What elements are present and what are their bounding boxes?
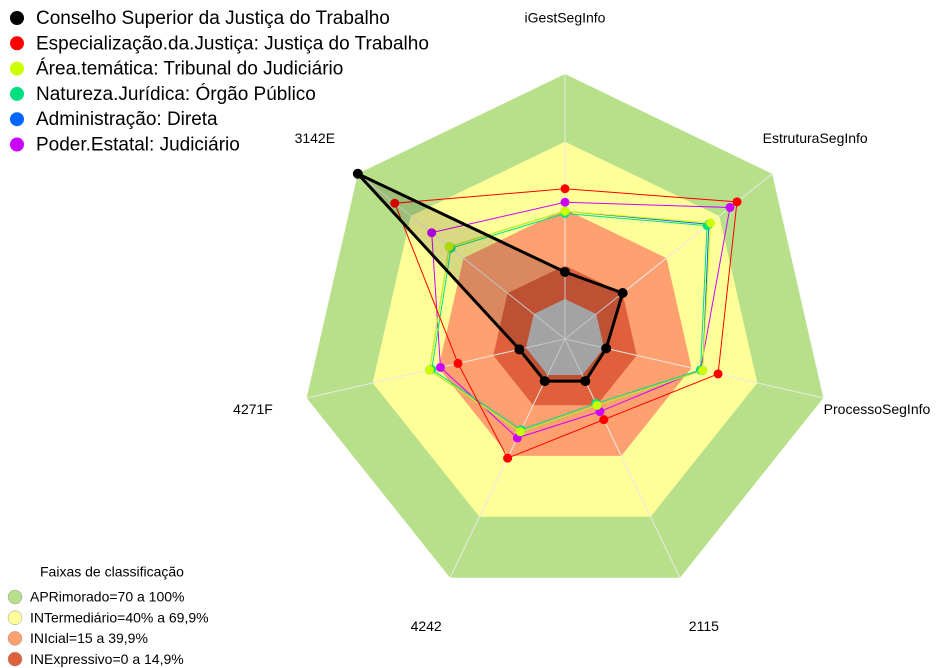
axis-label: 2115 bbox=[689, 618, 719, 634]
series-point bbox=[435, 362, 445, 372]
band-legend-label: INTermediário=40% a 69,9% bbox=[30, 609, 209, 625]
series-point bbox=[453, 358, 463, 368]
axis-label: EstruturaSegInfo bbox=[763, 130, 868, 146]
series-line bbox=[431, 212, 708, 431]
axis-label: 3142E bbox=[295, 130, 335, 146]
legend-marker bbox=[10, 112, 24, 127]
legend-label: Poder.Estatal: Judiciário bbox=[36, 135, 240, 156]
series-line bbox=[428, 210, 712, 433]
legend-marker bbox=[10, 11, 24, 25]
series-point bbox=[617, 288, 628, 299]
series-line bbox=[394, 188, 738, 459]
series-point bbox=[560, 184, 570, 194]
series-point bbox=[560, 267, 570, 277]
series-point bbox=[725, 202, 735, 212]
band-legend-label: INIcial=15 a 39,9% bbox=[30, 630, 148, 646]
series-point bbox=[560, 206, 570, 216]
legend-marker bbox=[10, 36, 24, 51]
series-point bbox=[352, 168, 363, 179]
series-point bbox=[514, 344, 525, 355]
series-point bbox=[427, 228, 437, 238]
series-point bbox=[732, 197, 742, 207]
series-point bbox=[601, 343, 612, 354]
legend-label: Especialização.da.Justiça: Justiça do Tr… bbox=[36, 33, 429, 54]
axis-label: iGestSegInfo bbox=[525, 10, 606, 26]
legend-label: Natureza.Jurídica: Órgão Público bbox=[36, 83, 316, 105]
series-point bbox=[515, 427, 525, 437]
series-point bbox=[698, 365, 708, 375]
legend-marker bbox=[10, 86, 24, 101]
band-legend-marker bbox=[7, 610, 23, 625]
series-point bbox=[599, 415, 609, 425]
band-legend-title: Faixas de classificação bbox=[40, 564, 184, 580]
series-point bbox=[424, 365, 434, 375]
series-point bbox=[713, 369, 723, 379]
legend-label: Área.temática: Tribunal do Judiciário bbox=[36, 59, 343, 80]
band-legend-marker bbox=[7, 631, 23, 646]
series-point bbox=[390, 198, 400, 208]
series-point bbox=[560, 197, 570, 207]
legend-label: Administração: Direta bbox=[36, 109, 218, 130]
band-legend-marker bbox=[7, 589, 23, 605]
legend-label: Conselho Superior da Justiça do Trabalho bbox=[36, 8, 390, 29]
series-line bbox=[356, 172, 625, 383]
series-point bbox=[444, 242, 454, 252]
axis-label: 4271F bbox=[233, 401, 273, 417]
series-point bbox=[580, 376, 591, 387]
legend-marker bbox=[10, 61, 24, 76]
series-point bbox=[503, 453, 513, 463]
axis-label: ProcessoSegInfo bbox=[824, 401, 931, 417]
axis-label: 4242 bbox=[411, 618, 442, 634]
band-legend-label: APRimorado=70 a 100% bbox=[30, 589, 185, 605]
series-point bbox=[706, 218, 716, 228]
band-legend-marker bbox=[7, 651, 23, 667]
series-point bbox=[592, 400, 602, 410]
series-point bbox=[539, 376, 550, 387]
legend-marker bbox=[10, 137, 24, 152]
band-legend-label: INExpressivo=0 a 14,9% bbox=[30, 651, 184, 667]
